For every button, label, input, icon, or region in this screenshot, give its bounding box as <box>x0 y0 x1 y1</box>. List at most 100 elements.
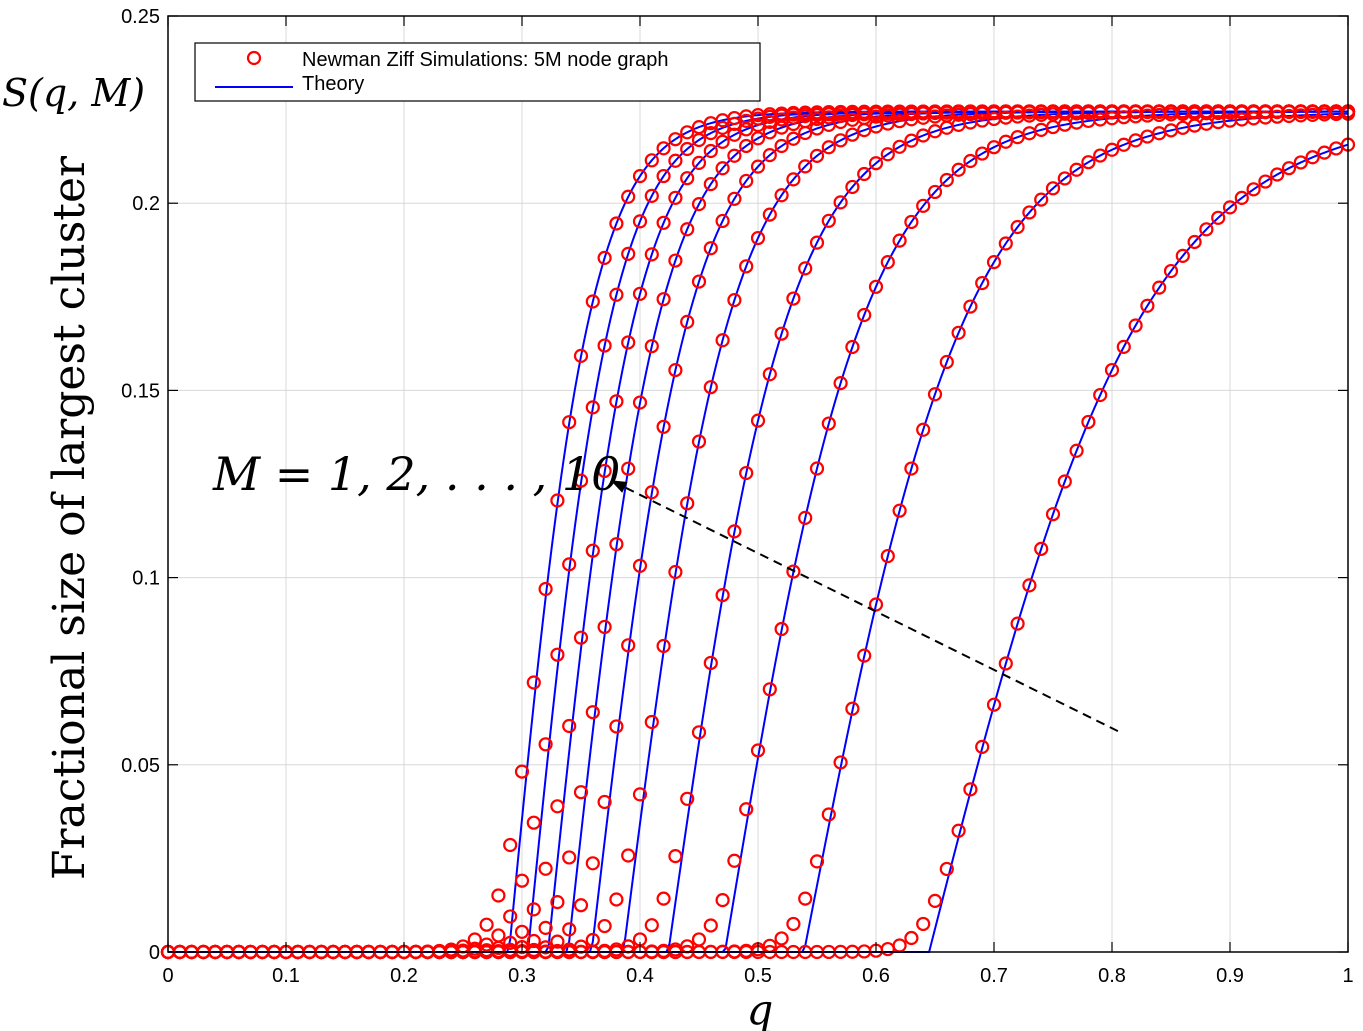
x-tick-label: 0.5 <box>744 965 772 987</box>
sim-point-M6 <box>727 293 742 308</box>
sim-point-M2 <box>621 246 636 261</box>
sim-point-M10 <box>1081 414 1096 430</box>
sim-point-M10 <box>1104 362 1120 378</box>
legend-box <box>194 42 761 102</box>
sim-point-M9 <box>798 891 813 906</box>
sim-point-M1 <box>632 169 648 184</box>
sim-point-M3 <box>656 215 671 230</box>
sim-point-M9 <box>1081 155 1096 170</box>
sim-point-M5 <box>750 159 766 174</box>
x-tick-label: 0.6 <box>862 965 890 987</box>
sim-point-M8 <box>963 153 978 169</box>
sim-point-M5 <box>762 148 777 163</box>
y-tick-label: 0.25 <box>121 6 160 28</box>
sim-point-M10 <box>1293 155 1308 170</box>
sim-point-M10 <box>1034 541 1049 556</box>
sim-point-M9 <box>857 648 872 663</box>
sim-point-M10 <box>904 930 919 946</box>
sim-point-M7 <box>833 195 848 210</box>
sim-point-M3 <box>503 935 518 950</box>
sim-point-M6 <box>632 787 648 802</box>
sim-point-M7 <box>857 166 872 182</box>
sim-point-M6 <box>809 148 825 163</box>
sim-point-M1 <box>562 415 577 430</box>
sim-point-M3 <box>609 394 624 409</box>
sim-point-M7 <box>845 179 860 195</box>
sim-point-M4 <box>550 895 565 910</box>
sim-point-M6 <box>715 333 730 348</box>
axis-ticks: 0 0.1 0.2 0.3 0.4 0.5 0.6 0.7 0.8 0.9 1 0 0.05 0.1 0.1… <box>121 6 1354 987</box>
sim-point-M10 <box>892 938 907 953</box>
sim-point-M3 <box>621 335 636 350</box>
sim-point-M10 <box>916 916 931 932</box>
sim-point-M2 <box>703 126 718 141</box>
sim-point-M6 <box>845 127 860 142</box>
sim-point-M7 <box>786 291 801 306</box>
sim-point-M8 <box>892 233 907 248</box>
sim-point-M8 <box>703 918 718 933</box>
sim-point-M8 <box>739 802 754 817</box>
sim-point-M9 <box>1057 171 1072 186</box>
sim-point-M4 <box>750 131 766 146</box>
sim-point-M4 <box>715 161 730 176</box>
sim-point-M5 <box>644 485 659 500</box>
annotation-text: M = 1, 2, . . . , 10 <box>212 447 620 501</box>
sim-point-M5 <box>680 314 695 329</box>
sim-point-M8 <box>904 214 919 230</box>
sim-point-M3 <box>538 861 553 876</box>
sim-point-M1 <box>538 581 553 597</box>
sim-point-M9 <box>880 548 895 564</box>
sim-point-M9 <box>774 931 789 946</box>
sim-point-M6 <box>644 714 659 730</box>
sim-point-M4 <box>703 177 718 192</box>
sim-point-M8 <box>727 853 742 868</box>
sim-point-M5 <box>739 173 754 189</box>
sim-point-M7 <box>715 587 730 603</box>
sim-point-M8 <box>798 510 813 525</box>
sim-point-M3 <box>632 286 648 301</box>
legend: Newman Ziff Simulations: 5M node graph T… <box>194 42 761 102</box>
y-tick-label: 0.1 <box>132 568 160 590</box>
sim-point-M5 <box>597 794 612 810</box>
sim-point-M4 <box>538 920 553 936</box>
sim-point-M6 <box>609 892 624 907</box>
sim-point-M3 <box>727 127 742 142</box>
sim-point-M8 <box>762 682 777 697</box>
x-tick-label: 0.1 <box>272 965 300 987</box>
sim-point-M1 <box>573 348 589 363</box>
sim-point-M4 <box>597 619 612 635</box>
sim-point-M6 <box>786 172 801 187</box>
sim-point-M10 <box>1045 507 1061 522</box>
sim-point-M2 <box>680 141 695 157</box>
sim-point-M2 <box>609 287 624 302</box>
sim-point-M7 <box>750 413 766 428</box>
sim-point-M3 <box>739 122 754 137</box>
sim-point-M6 <box>762 207 777 222</box>
sim-point-M5 <box>585 856 600 871</box>
sim-point-M2 <box>668 153 683 168</box>
sim-point-M10 <box>1057 474 1072 489</box>
sim-point-M1 <box>609 216 624 231</box>
sim-point-M3 <box>550 799 565 814</box>
sim-point-M2 <box>656 168 671 184</box>
sim-point-M9 <box>1116 137 1131 152</box>
sim-point-M6 <box>774 188 789 203</box>
sim-point-M2 <box>691 132 707 148</box>
sim-point-M8 <box>951 162 966 177</box>
sim-point-M4 <box>668 253 683 268</box>
sim-point-M9 <box>904 461 919 476</box>
sim-point-M9 <box>951 325 966 340</box>
sim-point-M1 <box>656 141 671 156</box>
sim-point-M9 <box>786 916 801 932</box>
x-tick-label: 0.4 <box>626 965 654 987</box>
sim-point-M8 <box>939 172 954 188</box>
sim-point-M3 <box>691 155 707 170</box>
sim-point-M8 <box>715 893 730 908</box>
sim-point-M8 <box>809 461 825 476</box>
sim-point-M1 <box>585 294 600 309</box>
sim-point-M3 <box>644 247 659 262</box>
sim-point-M3 <box>597 463 612 479</box>
sim-point-M8 <box>774 621 789 637</box>
sim-point-M7 <box>798 261 813 276</box>
